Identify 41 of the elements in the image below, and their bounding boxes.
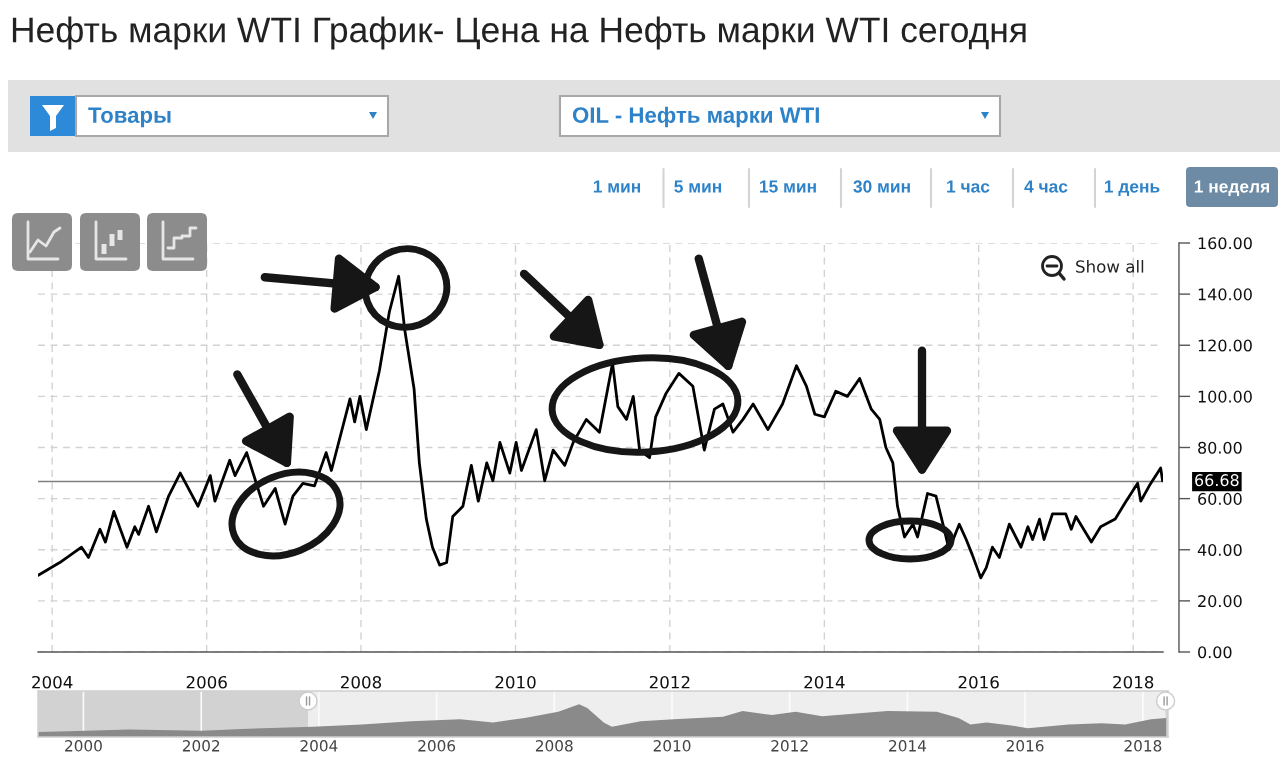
ref-line-label: 66.68: [1195, 474, 1239, 487]
y-tick-label: 0.00: [1198, 646, 1232, 659]
y-tick-label: 120.00: [1198, 339, 1252, 352]
y-tick-label: 160.00: [1198, 237, 1252, 250]
x-tick-label: 2008: [341, 675, 382, 689]
y-tick-label: 20.00: [1198, 595, 1242, 608]
x-tick-label: 2010: [653, 740, 691, 752]
x-tick-label: 2004: [300, 740, 338, 752]
x-tick-label: 2006: [186, 675, 227, 689]
text: 1 мин: [593, 180, 641, 193]
text: 1 неделя: [1194, 180, 1270, 196]
text: 4 час: [1024, 180, 1068, 193]
y-tick-label: 100.00: [1198, 390, 1252, 403]
text: Товары: [88, 107, 171, 128]
x-tick-label: 2016: [958, 675, 999, 689]
y-tick-label: 140.00: [1198, 288, 1252, 301]
x-tick-label: 2002: [182, 740, 220, 752]
x-tick-label: 2004: [32, 675, 73, 689]
text: OIL - Нефть марки WTI: [572, 106, 819, 128]
x-tick-label: 2016: [1006, 740, 1044, 752]
x-tick-label: 2018: [1124, 740, 1162, 752]
x-tick-label: 2014: [804, 675, 845, 689]
x-tick-label: 2012: [649, 675, 690, 689]
text: 5 мин: [674, 180, 722, 193]
text: 1 день: [1104, 180, 1160, 196]
y-tick-label: 40.00: [1197, 543, 1242, 557]
x-tick-label: 2018: [1113, 675, 1154, 689]
line-series: [38, 274, 1163, 580]
x-tick-label: 2014: [889, 740, 927, 752]
text: 30 мин: [853, 180, 910, 193]
y-tick-label: 60.00: [1198, 492, 1242, 505]
x-tick-label: 2010: [495, 675, 536, 689]
x-tick-label: 2006: [418, 740, 456, 752]
x-tick-label: 2012: [771, 740, 808, 752]
text: 15 мин: [760, 180, 816, 193]
chart-title: Нефть марки WTI График- Цена на Нефть марки WTI сегодня: [12, 16, 1026, 50]
x-tick-label: 2000: [65, 740, 102, 752]
y-tick-label: 80.00: [1198, 441, 1242, 454]
x-tick-label: 2008: [535, 740, 573, 752]
annotation: Show all: [1076, 259, 1144, 273]
text: 1 час: [947, 180, 990, 193]
